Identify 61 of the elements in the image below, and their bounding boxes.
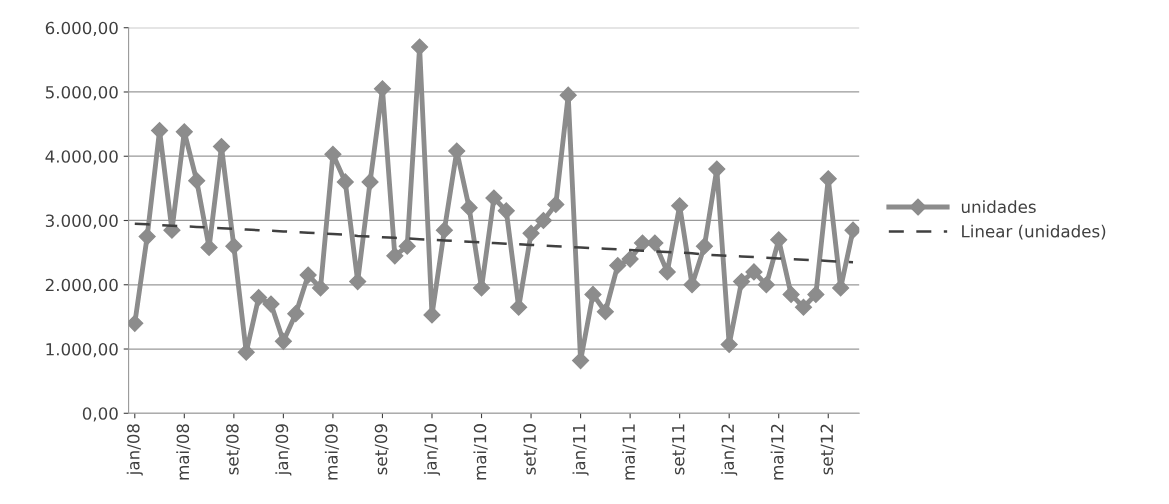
point [188, 172, 206, 190]
point [423, 306, 441, 324]
point [733, 272, 751, 291]
point [572, 352, 590, 370]
point [844, 221, 860, 239]
x-tick-label: jan/09 [275, 424, 292, 476]
x-tick-label: jan/10 [423, 424, 441, 476]
point [609, 256, 627, 275]
point [435, 221, 453, 239]
point [757, 276, 775, 294]
y-tick-label: 1.000,00 [46, 342, 118, 358]
y-tick-label: 4.000,00 [45, 150, 118, 165]
x-tick-label: set/09 [374, 424, 389, 475]
x-tick-label: set/11 [672, 424, 686, 475]
point [547, 195, 565, 213]
y-tick-label: 2.000,00 [45, 278, 118, 294]
x-tick-label: mai/09 [324, 424, 340, 480]
point [274, 332, 292, 350]
y-tick-label: 3.000,00 [45, 214, 118, 229]
point [497, 202, 515, 220]
point [299, 266, 317, 284]
x-tick-label: set/10 [523, 424, 538, 475]
point [460, 199, 478, 217]
point [386, 247, 404, 265]
y-tick-label: 6.000,00 [45, 21, 118, 36]
x-tick-label: mai/10 [473, 424, 488, 480]
legend-label: Linear (unidades) [962, 224, 1106, 240]
x-tick-label: jan/08 [126, 424, 143, 476]
point [621, 250, 639, 268]
point [559, 86, 577, 104]
x-tick-label: mai/11 [622, 424, 637, 480]
point [225, 237, 243, 255]
y-tick-label: 5.000,00 [45, 85, 118, 101]
x-tick-label: mai/08 [176, 424, 191, 480]
point [398, 237, 416, 255]
point [250, 289, 268, 307]
point [336, 173, 354, 191]
point [361, 173, 379, 191]
point [695, 237, 713, 255]
point [522, 224, 540, 242]
point [534, 211, 552, 230]
point [807, 285, 825, 303]
legend-label: unidades [961, 200, 1036, 214]
point [745, 263, 763, 281]
x-tick-label: jan/11 [572, 424, 589, 476]
point [708, 160, 726, 178]
point [584, 285, 602, 303]
point [794, 298, 813, 316]
point [485, 189, 503, 207]
point [138, 228, 156, 246]
point [262, 295, 280, 313]
point [128, 314, 144, 332]
point [596, 303, 614, 321]
x-tick-label: set/12 [820, 424, 835, 475]
point [782, 285, 800, 303]
point [287, 305, 305, 323]
x-tick-label: jan/12 [721, 424, 738, 476]
x-tick-label: set/08 [226, 424, 240, 475]
x-tick-label: mai/12 [770, 424, 785, 480]
point [311, 279, 330, 297]
y-tick-label: 0,00 [82, 407, 118, 422]
